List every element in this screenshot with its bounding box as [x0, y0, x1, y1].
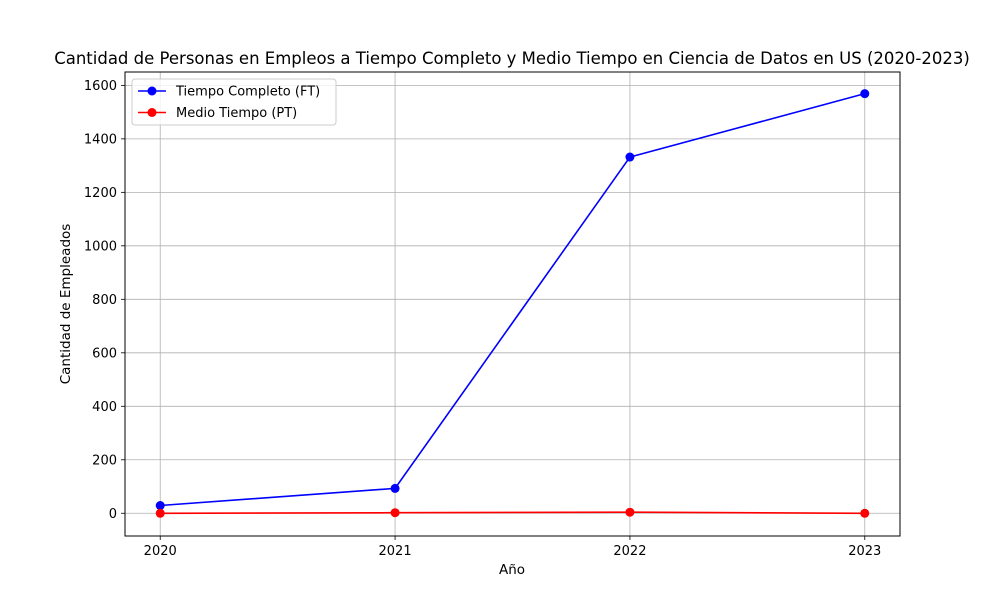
data-point: [625, 507, 635, 517]
legend: Tiempo Completo (FT) Medio Tiempo (PT): [131, 78, 337, 126]
y-axis-label: Cantidad de Empleados: [58, 224, 74, 385]
legend-item: Medio Tiempo (PT): [138, 106, 297, 121]
data-point: [860, 89, 870, 99]
y-tick-label: 1000: [84, 239, 117, 254]
series-line: [160, 511, 865, 515]
y-tick-label: 600: [92, 346, 117, 361]
y-tick-label: 1200: [84, 186, 117, 201]
legend-item: Tiempo Completo (FT): [138, 85, 320, 100]
y-tick-label: 1600: [84, 79, 117, 94]
legend-box: [131, 78, 337, 126]
x-axis-label: Año: [499, 562, 525, 578]
y-axis-ticks: 0 200 400 600 800 1000 1200 1400 1600: [84, 79, 125, 522]
y-tick-label: 1400: [84, 132, 117, 147]
x-axis-ticks: 2020 2021 2022 2023: [144, 536, 881, 559]
legend-marker: [147, 108, 157, 117]
data-point: [155, 501, 165, 511]
plot-frame: [124, 71, 901, 537]
legend-label: Medio Tiempo (PT): [176, 106, 297, 121]
series-1: [155, 507, 870, 518]
legend-marker: [147, 86, 157, 96]
x-tick-label: 2021: [379, 544, 412, 559]
data-point: [625, 152, 635, 162]
legend-label: Tiempo Completo (FT): [175, 85, 320, 100]
data-point: [860, 508, 870, 518]
y-tick-label: 0: [109, 507, 117, 522]
data-point: [155, 508, 165, 518]
y-tick-label: 200: [92, 453, 117, 468]
grid-lines: [125, 72, 900, 536]
x-tick-label: 2022: [613, 544, 646, 559]
x-tick-label: 2020: [144, 544, 177, 559]
data-point: [390, 508, 400, 518]
series-0: [155, 89, 870, 511]
x-tick-label: 2023: [848, 544, 881, 559]
data-point: [390, 483, 400, 493]
y-tick-label: 800: [92, 293, 117, 308]
series-line: [160, 92, 865, 507]
chart-title: Cantidad de Personas en Empleos a Tiempo…: [54, 49, 970, 68]
y-tick-label: 400: [92, 400, 117, 415]
series-layer: [155, 89, 870, 518]
